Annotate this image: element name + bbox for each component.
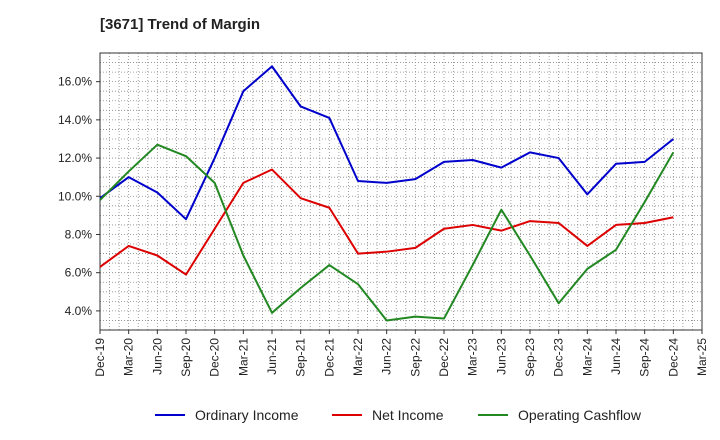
x-tick-label: Jun-22 xyxy=(380,338,394,375)
series-line-ordinary-income xyxy=(99,65,674,221)
chart-title: [3671] Trend of Margin xyxy=(100,16,261,33)
legend-label: Net Income xyxy=(372,407,444,423)
x-tick-label: Jun-24 xyxy=(609,338,623,375)
x-tick-label: Mar-24 xyxy=(580,338,594,376)
legend-item: Operating Cashflow xyxy=(478,407,642,423)
legend-label: Operating Cashflow xyxy=(518,407,642,423)
y-tick-label: 12.0% xyxy=(58,151,92,165)
x-tick-label: Jun-23 xyxy=(494,338,508,375)
x-tick-label: Sep-20 xyxy=(179,338,193,377)
x-tick-label: Sep-24 xyxy=(638,338,652,377)
x-tick-label: Jun-21 xyxy=(265,338,279,375)
y-tick-label: 8.0% xyxy=(65,227,93,241)
y-tick-label: 14.0% xyxy=(58,113,92,127)
x-tick-label: Mar-20 xyxy=(122,338,136,376)
plot-frame xyxy=(99,52,703,331)
series-line-net-income xyxy=(99,168,674,276)
legend-item: Ordinary Income xyxy=(155,407,299,423)
plot-area xyxy=(100,53,702,330)
x-tick-label: Sep-23 xyxy=(523,338,537,377)
x-tick-label: Dec-19 xyxy=(93,338,107,377)
x-tick-label: Dec-23 xyxy=(552,338,566,377)
x-tick-label: Dec-21 xyxy=(322,338,336,377)
x-tick-label: Sep-22 xyxy=(408,338,422,377)
y-tick-label: 4.0% xyxy=(65,304,93,318)
legend-label: Ordinary Income xyxy=(195,407,299,423)
x-tick-label: Sep-21 xyxy=(294,338,308,377)
x-tick-label: Mar-25 xyxy=(695,338,709,376)
y-tick-label: 10.0% xyxy=(58,189,92,203)
series-line-operating-cashflow xyxy=(99,143,675,322)
x-tick-label: Dec-22 xyxy=(437,338,451,377)
y-tick-label: 6.0% xyxy=(65,266,93,280)
legend-item: Net Income xyxy=(332,407,444,423)
x-tick-label: Jun-20 xyxy=(150,338,164,375)
x-tick-label: Dec-24 xyxy=(666,338,680,377)
y-tick-label: 16.0% xyxy=(58,75,92,89)
x-tick-label: Mar-22 xyxy=(351,338,365,376)
x-tick-label: Dec-20 xyxy=(208,338,222,377)
x-tick-label: Mar-23 xyxy=(466,338,480,376)
x-tick-label: Mar-21 xyxy=(236,338,250,376)
